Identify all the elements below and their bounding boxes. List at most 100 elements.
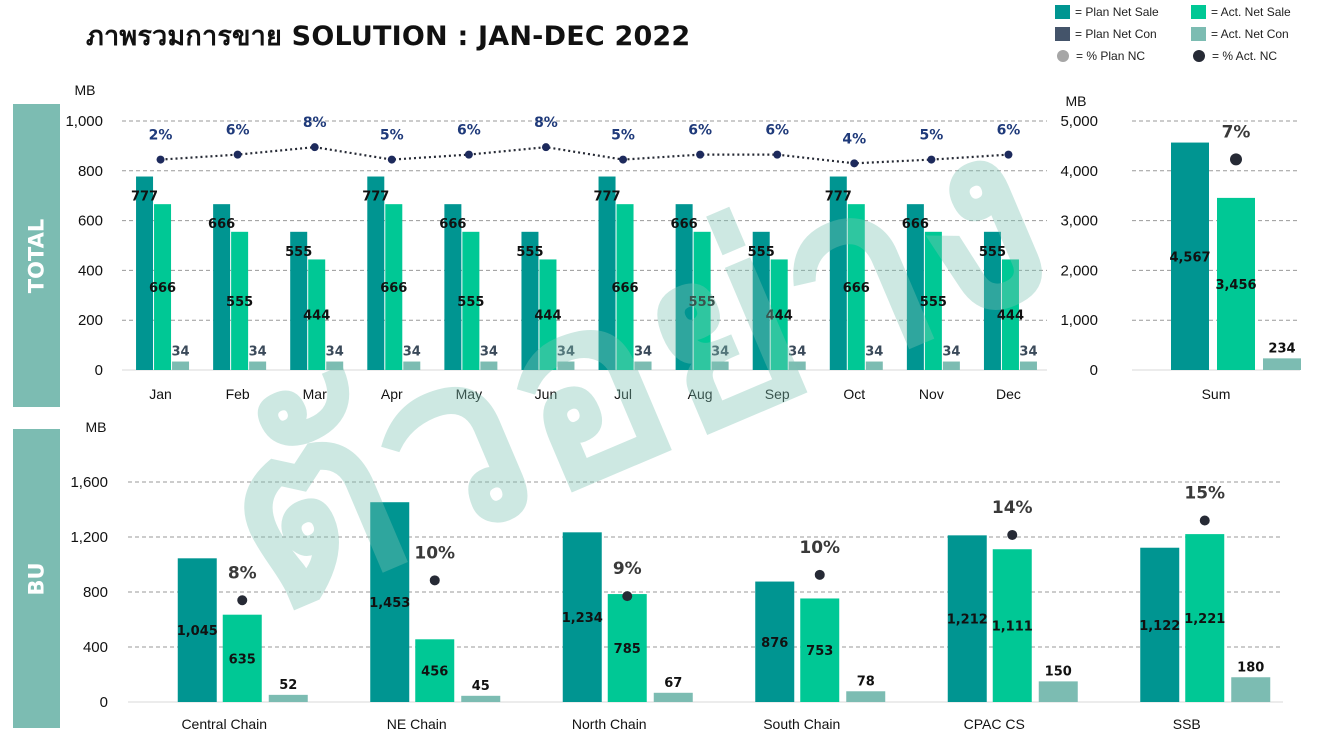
monthly-pct-act-nc-marker: [927, 155, 936, 164]
legend-label-act-net-sale: = Act. Net Sale: [1211, 5, 1291, 19]
monthly-data-label: 777: [131, 190, 158, 205]
sum-y-tick-label: 3,000: [1060, 213, 1098, 230]
legend-label-act-net-con: = Act. Net Con: [1211, 27, 1289, 41]
bu-data-label: 635: [229, 652, 256, 667]
monthly-data-label: 555: [748, 245, 775, 260]
monthly-x-tick-label: May: [456, 386, 482, 402]
monthly-data-label: 444: [997, 309, 1024, 324]
monthly-pct-act-nc-label: 6%: [997, 123, 1021, 139]
monthly-data-label: 34: [634, 345, 652, 360]
legend-label-plan-net-con: = Plan Net Con: [1075, 27, 1157, 41]
legend-item-plan-net-con: = Plan Net Con: [1055, 27, 1157, 41]
bu-bar-plan-net-sale: [947, 535, 987, 702]
bu-pct-act-nc-marker: [237, 595, 248, 606]
sum-data-label: 4,567: [1169, 250, 1210, 265]
monthly-x-tick-label: Feb: [226, 386, 250, 402]
monthly-pct-act-nc-marker: [696, 150, 705, 159]
bu-data-label: 52: [279, 678, 297, 693]
monthly-data-label: 34: [1019, 345, 1037, 360]
monthly-y-tick-label: 200: [78, 312, 103, 329]
monthly-data-label: 444: [534, 309, 561, 324]
bu-data-label: 785: [614, 642, 641, 657]
monthly-data-label: 666: [902, 217, 929, 232]
monthly-x-tick-label: Oct: [843, 386, 865, 402]
monthly-pct-act-nc-label: 8%: [303, 115, 327, 131]
bu-bar-act-net-con: [1231, 677, 1271, 702]
bu-data-label: 78: [857, 674, 875, 689]
monthly-data-label: 666: [149, 281, 176, 296]
monthly-bar-act-net-con: [403, 361, 421, 370]
monthly-x-tick-label: Sep: [765, 386, 790, 402]
monthly-bar-plan-net-sale: [829, 176, 847, 370]
bu-pct-act-nc-marker: [814, 569, 825, 580]
bu-data-label: 1,122: [1139, 619, 1180, 634]
bu-bar-act-net-sale: [607, 594, 647, 702]
bu-y-axis-unit: MB: [86, 419, 107, 435]
monthly-bar-act-net-sale: [154, 204, 172, 370]
monthly-pct-act-nc-label: 6%: [457, 123, 481, 139]
monthly-data-label: 34: [711, 345, 729, 360]
bu-x-tick-label: SSB: [1173, 716, 1201, 732]
monthly-y-tick-label: 0: [95, 362, 103, 379]
bu-data-label: 1,111: [992, 620, 1033, 635]
section-label-bu: BU: [13, 429, 60, 728]
monthly-data-label: 555: [457, 295, 484, 310]
monthly-bar-act-net-sale: [385, 204, 403, 370]
monthly-bar-plan-net-sale: [136, 176, 154, 370]
page-title: ภาพรวมการขาย SOLUTION : JAN-DEC 2022: [86, 21, 691, 52]
bu-bar-plan-net-sale: [370, 502, 410, 702]
monthly-data-label: 34: [480, 345, 498, 360]
monthly-data-label: 666: [671, 217, 698, 232]
monthly-bar-act-net-sale: [770, 259, 788, 370]
legend-label-pct-act-nc: = % Act. NC: [1212, 49, 1278, 63]
legend-marker-pct-act-nc: [1193, 50, 1205, 62]
sum-y-axis-unit: MB: [1066, 93, 1087, 109]
monthly-bar-plan-net-sale: [367, 176, 385, 370]
monthly-bar-act-net-con: [480, 361, 498, 370]
sum-y-tick-label: 4,000: [1060, 163, 1098, 180]
sum-y-tick-label: 1,000: [1060, 312, 1098, 329]
bu-pct-act-nc-marker: [429, 575, 440, 586]
monthly-data-label: 777: [362, 190, 389, 205]
monthly-pct-act-nc-label: 4%: [842, 131, 866, 147]
monthly-x-tick-label: Mar: [303, 386, 327, 402]
bu-pct-act-nc-label: 15%: [1184, 484, 1225, 504]
monthly-data-label: 555: [689, 295, 716, 310]
monthly-data-label: 666: [611, 281, 638, 296]
monthly-data-label: 34: [942, 345, 960, 360]
monthly-pct-act-nc-marker: [850, 159, 859, 168]
monthly-data-label: 444: [766, 309, 793, 324]
bu-data-label: 1,234: [562, 611, 603, 626]
bu-data-label: 45: [472, 679, 490, 694]
monthly-pct-act-nc-marker: [619, 155, 628, 164]
bu-bar-act-net-con: [653, 692, 693, 702]
monthly-bar-act-net-con: [249, 361, 267, 370]
bu-pct-act-nc-marker: [622, 591, 633, 602]
monthly-bar-act-net-sale: [693, 231, 711, 370]
bu-y-tick-label: 1,600: [70, 474, 108, 491]
monthly-x-tick-label: Aug: [688, 386, 713, 402]
monthly-bar-plan-net-sale: [598, 176, 616, 370]
bu-bar-act-net-con: [268, 694, 308, 702]
monthly-bar-act-net-sale: [308, 259, 326, 370]
monthly-y-tick-label: 600: [78, 213, 103, 230]
monthly-bar-plan-net-sale: [675, 204, 693, 370]
monthly-pct-act-nc-marker: [464, 150, 473, 159]
sum-bar-act-net-con: [1263, 358, 1301, 370]
bu-pct-act-nc-marker: [1007, 529, 1018, 540]
bu-pct-act-nc-label: 14%: [992, 498, 1033, 518]
monthly-pct-act-nc-marker: [1004, 150, 1013, 159]
bu-bar-act-net-con: [461, 695, 501, 702]
monthly-bar-plan-net-sale: [521, 231, 539, 370]
monthly-pct-act-nc-label: 8%: [534, 115, 558, 131]
monthly-data-label: 34: [171, 345, 189, 360]
sum-pct-act-nc-marker: [1230, 153, 1242, 166]
monthly-bar-act-net-sale: [847, 204, 865, 370]
monthly-bar-act-net-con: [865, 361, 883, 370]
monthly-data-label: 555: [920, 295, 947, 310]
monthly-bar-plan-net-sale: [444, 204, 462, 370]
monthly-bar-act-net-con: [326, 361, 344, 370]
bu-bar-act-net-sale: [415, 639, 455, 702]
monthly-bar-act-net-sale: [616, 204, 634, 370]
